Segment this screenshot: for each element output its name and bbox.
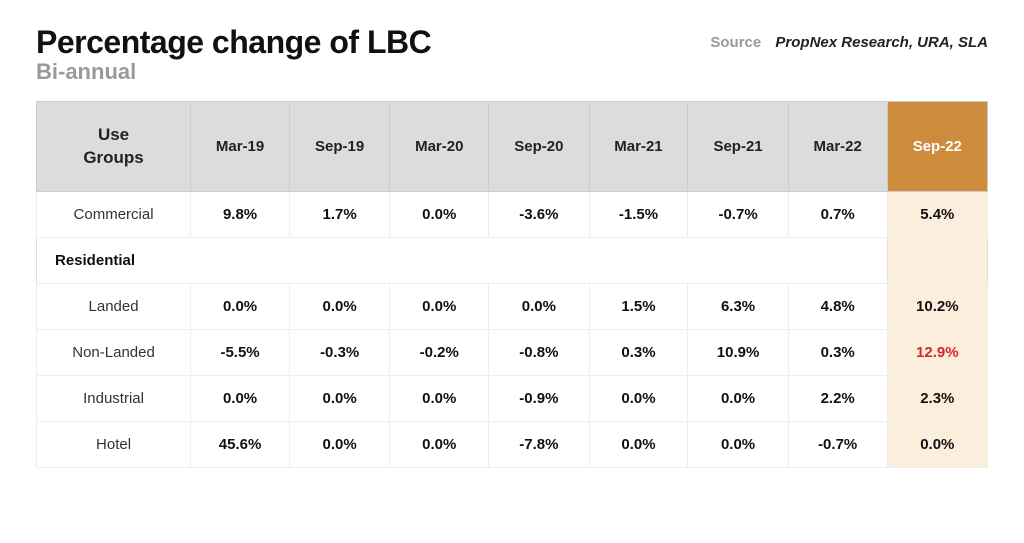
data-cell: 0.0% <box>589 422 688 468</box>
data-cell: 0.7% <box>788 192 887 238</box>
data-cell: 2.2% <box>788 376 887 422</box>
row-label: Hotel <box>37 422 191 468</box>
table-row: Industrial0.0%0.0%0.0%-0.9%0.0%0.0%2.2%2… <box>37 376 988 422</box>
section-label: Residential <box>37 238 888 284</box>
table-row: Non-Landed-5.5%-0.3%-0.2%-0.8%0.3%10.9%0… <box>37 330 988 376</box>
data-cell: 10.9% <box>688 330 788 376</box>
source-label: Source <box>710 34 761 51</box>
data-cell: 0.0% <box>688 376 788 422</box>
column-header: Sep-22 <box>887 102 987 192</box>
data-cell: 0.0% <box>191 376 290 422</box>
table-row: Commercial9.8%1.7%0.0%-3.6%-1.5%-0.7%0.7… <box>37 192 988 238</box>
data-cell: 0.0% <box>688 422 788 468</box>
data-cell: -0.9% <box>489 376 589 422</box>
table-row: Hotel45.6%0.0%0.0%-7.8%0.0%0.0%-0.7%0.0% <box>37 422 988 468</box>
data-cell: 0.0% <box>887 422 987 468</box>
data-cell: -3.6% <box>489 192 589 238</box>
data-cell: 5.4% <box>887 192 987 238</box>
data-cell: -0.3% <box>290 330 390 376</box>
column-header: Sep-21 <box>688 102 788 192</box>
data-cell: -0.2% <box>390 330 489 376</box>
row-label: Commercial <box>37 192 191 238</box>
data-cell: 0.3% <box>788 330 887 376</box>
data-cell: -1.5% <box>589 192 688 238</box>
data-cell: 1.7% <box>290 192 390 238</box>
column-header: Sep-20 <box>489 102 589 192</box>
data-cell: 1.5% <box>589 284 688 330</box>
row-label: Non-Landed <box>37 330 191 376</box>
table-head-row: Use Groups Mar-19Sep-19Mar-20Sep-20Mar-21… <box>37 102 988 192</box>
data-cell: 0.3% <box>589 330 688 376</box>
table-row: Landed0.0%0.0%0.0%0.0%1.5%6.3%4.8%10.2% <box>37 284 988 330</box>
subtitle: Bi-annual <box>36 59 431 85</box>
data-cell: -0.8% <box>489 330 589 376</box>
row-label: Industrial <box>37 376 191 422</box>
data-cell: 0.0% <box>390 284 489 330</box>
corner-label-part: Use <box>98 125 129 144</box>
data-cell: 0.0% <box>390 376 489 422</box>
column-header: Mar-21 <box>589 102 688 192</box>
column-header: Sep-19 <box>290 102 390 192</box>
column-header: Mar-19 <box>191 102 290 192</box>
title-block: Percentage change of LBC Bi-annual <box>36 24 431 85</box>
data-cell: 6.3% <box>688 284 788 330</box>
data-cell: 45.6% <box>191 422 290 468</box>
data-cell: 9.8% <box>191 192 290 238</box>
data-cell: -0.7% <box>788 422 887 468</box>
data-cell: 0.0% <box>390 192 489 238</box>
data-cell: -0.7% <box>688 192 788 238</box>
data-cell: 0.0% <box>290 422 390 468</box>
data-cell: 0.0% <box>589 376 688 422</box>
row-label: Landed <box>37 284 191 330</box>
lbc-table: Use Groups Mar-19Sep-19Mar-20Sep-20Mar-21… <box>36 101 988 468</box>
data-cell: 0.0% <box>390 422 489 468</box>
data-cell: 4.8% <box>788 284 887 330</box>
source-block: Source PropNex Research, URA, SLA <box>710 34 988 51</box>
section-spacer-highlight <box>887 238 987 284</box>
data-cell: 0.0% <box>290 284 390 330</box>
data-cell: 0.0% <box>191 284 290 330</box>
column-header: Mar-20 <box>390 102 489 192</box>
source-text: PropNex Research, URA, SLA <box>775 34 988 51</box>
data-cell: 10.2% <box>887 284 987 330</box>
table-row: Residential <box>37 238 988 284</box>
table-head: Use Groups Mar-19Sep-19Mar-20Sep-20Mar-21… <box>37 102 988 192</box>
corner-header: Use Groups <box>37 102 191 192</box>
column-header: Mar-22 <box>788 102 887 192</box>
data-cell: 0.0% <box>489 284 589 330</box>
header-row: Percentage change of LBC Bi-annual Sourc… <box>36 24 988 85</box>
main-title: Percentage change of LBC <box>36 24 431 61</box>
data-cell: 0.0% <box>290 376 390 422</box>
data-cell: -7.8% <box>489 422 589 468</box>
data-cell: -5.5% <box>191 330 290 376</box>
corner-label-part: Groups <box>83 148 143 167</box>
data-cell: 12.9% <box>887 330 987 376</box>
data-cell: 2.3% <box>887 376 987 422</box>
table-body: Commercial9.8%1.7%0.0%-3.6%-1.5%-0.7%0.7… <box>37 192 988 468</box>
